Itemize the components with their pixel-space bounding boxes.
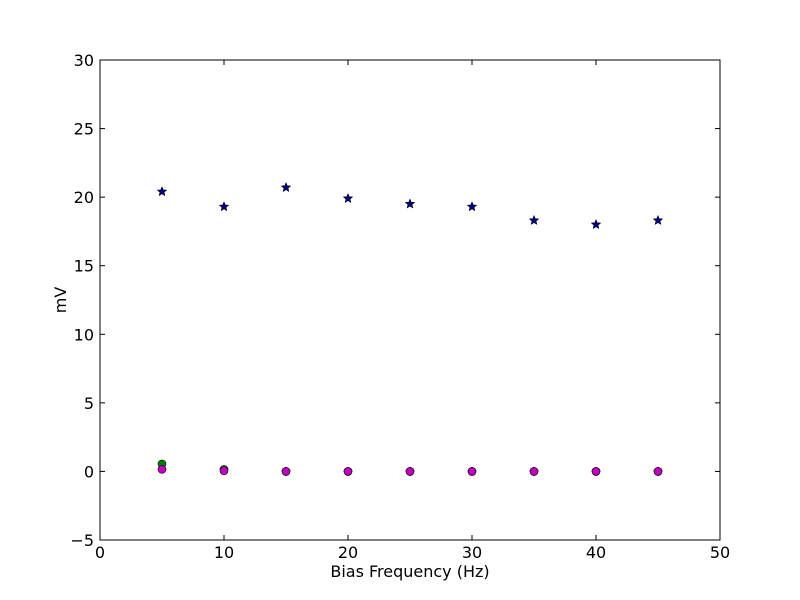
data-point-star bbox=[218, 201, 230, 212]
x-tick-label: 50 bbox=[710, 543, 730, 562]
x-tick-label: 10 bbox=[214, 543, 234, 562]
y-tick-label: 25 bbox=[74, 120, 94, 139]
data-point-star bbox=[280, 181, 292, 193]
y-tick-label: 5 bbox=[84, 394, 94, 413]
data-point-circle bbox=[467, 467, 477, 476]
y-tick-label: 20 bbox=[74, 188, 94, 207]
series-2 bbox=[157, 465, 663, 476]
x-tick-label: 30 bbox=[462, 543, 482, 562]
x-axis-label: Bias Frequency (Hz) bbox=[330, 562, 489, 581]
data-point-star bbox=[156, 185, 168, 197]
data-point-star bbox=[404, 198, 416, 209]
y-tick-label: −5 bbox=[70, 531, 94, 550]
x-tick-label: 40 bbox=[586, 543, 606, 562]
x-tick-label: 0 bbox=[95, 543, 105, 562]
data-point-circle bbox=[591, 467, 601, 476]
x-tick-label: 20 bbox=[338, 543, 358, 562]
data-point-star bbox=[590, 218, 602, 230]
data-point-circle bbox=[157, 465, 167, 474]
data-point-circle bbox=[653, 467, 663, 476]
data-point-circle bbox=[529, 467, 539, 476]
data-point-star bbox=[528, 214, 540, 226]
data-point-circle bbox=[343, 467, 353, 476]
data-point-star bbox=[342, 192, 354, 204]
plot-area bbox=[100, 60, 720, 540]
data-point-circle bbox=[281, 467, 291, 476]
y-tick-label: 10 bbox=[74, 325, 94, 344]
series-0 bbox=[156, 181, 664, 230]
data-point-circle bbox=[405, 467, 415, 476]
data-point-star bbox=[466, 201, 478, 212]
data-point-circle bbox=[219, 466, 229, 476]
y-axis-label: mV bbox=[51, 287, 70, 314]
y-tick-label: 15 bbox=[74, 257, 94, 276]
y-tick-label: 30 bbox=[74, 51, 94, 70]
data-point-star bbox=[652, 214, 664, 226]
y-tick-label: 0 bbox=[84, 462, 94, 481]
plot-frame bbox=[99, 59, 721, 541]
data-points bbox=[156, 181, 664, 476]
